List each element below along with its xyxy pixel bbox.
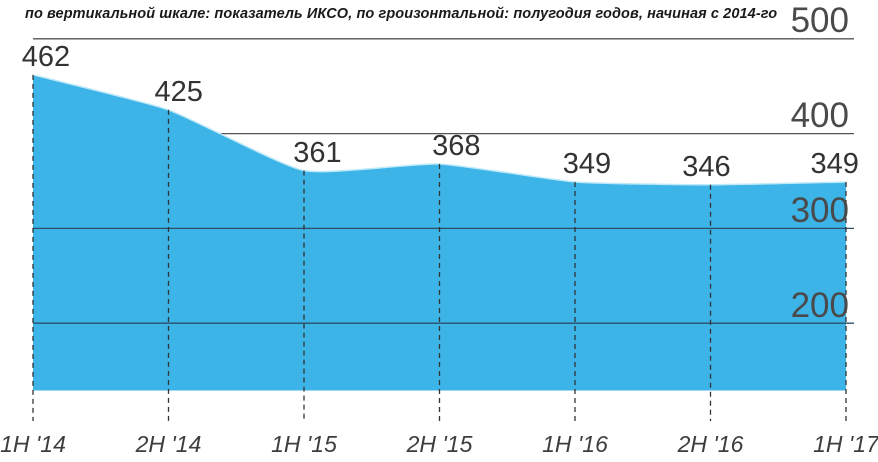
svg-text:2H '16: 2H '16 xyxy=(677,431,744,457)
svg-text:500: 500 xyxy=(791,1,849,40)
svg-text:400: 400 xyxy=(791,96,849,135)
svg-text:2H '15: 2H '15 xyxy=(406,431,473,457)
svg-text:1H '16: 1H '16 xyxy=(542,431,608,457)
svg-text:1H '15: 1H '15 xyxy=(271,431,337,457)
svg-text:300: 300 xyxy=(791,191,849,230)
svg-text:368: 368 xyxy=(432,130,480,162)
svg-text:1H '17: 1H '17 xyxy=(813,431,878,457)
svg-text:425: 425 xyxy=(155,76,203,108)
svg-text:2H '14: 2H '14 xyxy=(135,431,202,457)
svg-text:349: 349 xyxy=(563,148,611,180)
svg-text:200: 200 xyxy=(791,286,849,325)
svg-text:349: 349 xyxy=(811,148,859,180)
svg-text:346: 346 xyxy=(682,151,730,183)
svg-text:361: 361 xyxy=(293,137,341,169)
svg-text:1H '14: 1H '14 xyxy=(0,431,66,457)
svg-text:462: 462 xyxy=(22,41,70,73)
